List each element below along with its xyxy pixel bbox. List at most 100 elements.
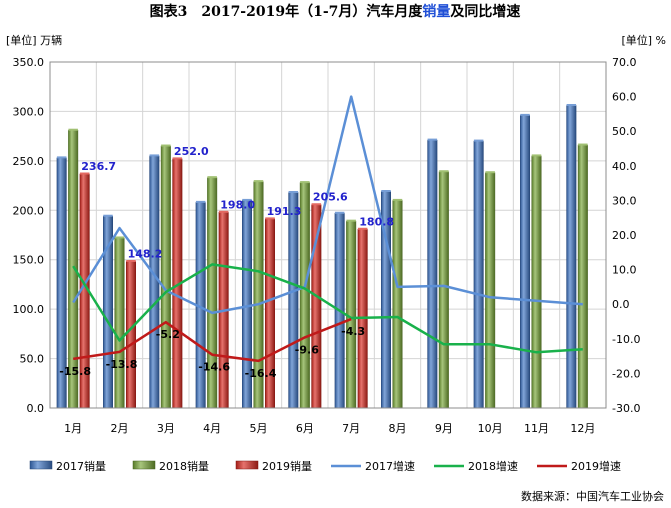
bar-value-label: 180.8	[359, 215, 394, 228]
bar-top-2019销量-1月	[79, 172, 90, 175]
bar-2017销量-10月	[473, 140, 484, 409]
bar-2018销量-12月	[577, 144, 588, 409]
bar-top-2017销量-4月	[195, 200, 206, 203]
bar-top-2018销量-9月	[439, 170, 449, 173]
bar-top-2019销量-6月	[311, 203, 322, 206]
legend: 2017销量 2018销量 2019销量 2017增速 2018增速 2019增速	[29, 459, 621, 473]
bar-2018销量-9月	[438, 171, 449, 409]
left-axis-tick-label: 150.0	[13, 254, 45, 267]
left-axis-unit: [单位] 万辆	[6, 33, 62, 47]
right-axis-tick-label: 30.0	[612, 194, 637, 207]
right-axis-tick-label: 70.0	[612, 56, 637, 69]
bar-top-2018销量-6月	[300, 181, 310, 184]
bar-top-2018销量-3月	[161, 144, 171, 147]
bar-top-2018销量-12月	[578, 143, 588, 146]
bar-top-2018销量-5月	[253, 180, 264, 183]
line-value-label: -9.6	[295, 343, 319, 356]
bar-top-2019销量-2月	[126, 259, 136, 262]
right-axis-tick-label: 20.0	[612, 229, 637, 242]
bar-top-2018销量-7月	[346, 219, 356, 222]
bar-top-2018销量-2月	[114, 236, 125, 239]
bar-2017销量-6月	[288, 192, 299, 409]
line-value-label: -15.8	[59, 365, 91, 378]
bar-top-2019销量-7月	[357, 227, 368, 230]
bar-top-2017销量-9月	[427, 138, 438, 141]
bar-top-2018销量-4月	[207, 176, 217, 179]
left-axis-tick-label: 300.0	[13, 105, 45, 118]
bar-top-2017销量-5月	[242, 198, 252, 201]
category-label-12月: 12月	[570, 422, 595, 435]
category-label-5月: 5月	[250, 422, 268, 435]
legend-swatch-2017销量	[29, 460, 53, 470]
line-value-label: -16.4	[245, 367, 277, 380]
bar-top-2017销量-12月	[566, 103, 577, 106]
right-axis-tick-label: 40.0	[612, 160, 637, 173]
legend-label-2017增速: 2017增速	[365, 459, 415, 473]
right-axis-tick-label: 60.0	[612, 91, 637, 104]
bar-value-label: 198.0	[220, 198, 255, 211]
bar-top-2017销量-1月	[56, 156, 67, 159]
bar-2017销量-9月	[427, 139, 438, 409]
right-axis-tick-label: -20.0	[612, 367, 640, 380]
legend-label-2019销量: 2019销量	[262, 459, 312, 473]
line-value-label: -4.3	[341, 325, 365, 338]
bar-2018销量-11月	[531, 155, 542, 409]
category-label-7月: 7月	[342, 422, 360, 435]
legend-label-2019增速: 2019增速	[571, 459, 621, 473]
bar-top-2018销量-11月	[531, 154, 542, 157]
right-axis-tick-label: -10.0	[612, 333, 640, 346]
left-axis-tick-label: 0.0	[27, 402, 45, 415]
bar-top-2017销量-10月	[473, 139, 484, 142]
category-label-3月: 3月	[157, 422, 175, 435]
left-axis-tick-label: 100.0	[13, 303, 45, 316]
legend-label-2018销量: 2018销量	[159, 459, 209, 473]
right-axis-tick-label: 0.0	[612, 298, 630, 311]
chart-title-prefix: 图表3	[150, 3, 188, 20]
bar-top-2017销量-7月	[334, 211, 345, 214]
bar-2019销量-2月	[126, 261, 136, 409]
bar-top-2017销量-6月	[288, 190, 299, 193]
axes-layer: 0.0 50.0 100.0 150.0 200.0 250.0 300.0 350.0 -30…	[13, 56, 641, 435]
bars-layer	[56, 103, 588, 409]
category-label-4月: 4月	[203, 422, 221, 435]
bar-value-label: 236.7	[81, 160, 116, 173]
bar-top-2018销量-10月	[485, 171, 495, 174]
bar-value-label: 252.0	[174, 145, 209, 158]
left-axis-tick-label: 350.0	[13, 56, 45, 69]
left-axis-tick-label: 200.0	[13, 204, 45, 217]
data-source-note: 数据来源：中国汽车工业协会	[521, 489, 664, 503]
bar-2018销量-6月	[299, 182, 310, 409]
legend-label-2018增速: 2018增速	[468, 459, 518, 473]
legend-label-2017销量: 2017销量	[56, 459, 106, 473]
chart-title-accent: 销量	[422, 3, 450, 20]
legend-swatch-2018销量	[132, 460, 156, 470]
category-label-11月: 11月	[524, 422, 549, 435]
bar-top-2019销量-3月	[172, 157, 183, 160]
plot-area-border	[49, 61, 607, 409]
right-axis-unit: [单位] %	[621, 33, 666, 47]
category-label-8月: 8月	[389, 422, 407, 435]
bar-2017销量-12月	[566, 105, 577, 409]
line-value-label: -5.2	[156, 328, 180, 341]
line-2017增速	[72, 95, 583, 315]
chart-title-part2: 及同比增速	[450, 3, 520, 20]
chart-title-part1: 2017-2019年（1-7月）汽车月度	[201, 3, 423, 20]
chart-title: 图表3 2017-2019年（1-7月）汽车月度销量及同比增速	[150, 3, 521, 20]
line-value-label: -14.6	[198, 361, 230, 374]
line-value-label: -13.8	[106, 358, 138, 371]
legend-swatch-2019销量	[235, 460, 259, 470]
bar-top-2018销量-8月	[392, 198, 403, 201]
lines-layer	[72, 95, 583, 363]
line-2019增速	[73, 317, 352, 363]
bar-2017销量-11月	[520, 115, 530, 409]
line-2018增速	[72, 263, 583, 354]
bar-value-label: 191.3	[267, 205, 302, 218]
bar-2018销量-2月	[114, 237, 125, 409]
right-axis-tick-label: 10.0	[612, 264, 637, 277]
bar-top-2017销量-3月	[149, 154, 160, 157]
bar-value-label: 205.6	[313, 191, 348, 204]
data-labels-layer: 236.7 148.2 252.0 198.0 191.3 205.6 180.8 -15.8…	[59, 145, 394, 380]
category-label-1月: 1月	[64, 422, 82, 435]
bar-top-2018销量-1月	[68, 128, 78, 131]
